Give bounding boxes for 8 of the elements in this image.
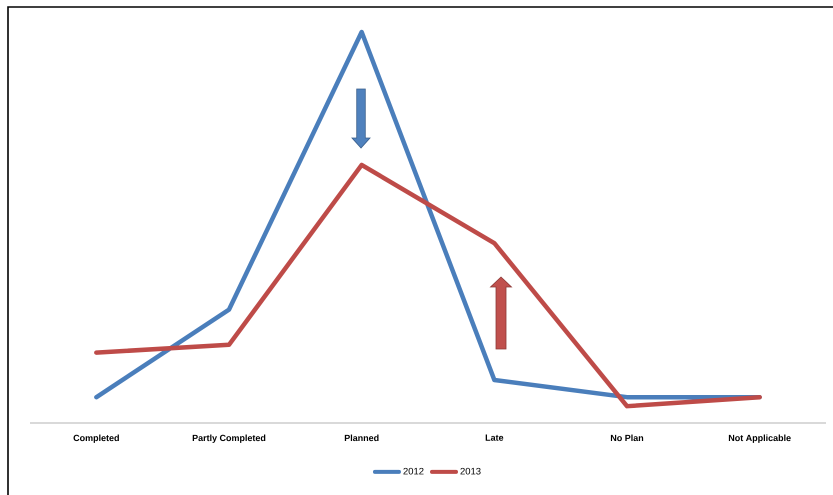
x-tick-label: Late <box>486 434 504 441</box>
x-tick-label: Planned <box>344 434 379 442</box>
x-tick-label: Completed <box>74 434 119 443</box>
x-tick-label: Not Applicable <box>728 434 791 443</box>
x-tick-label: No Plan <box>610 434 644 442</box>
legend-label: 2013 <box>460 468 481 475</box>
legend-label: 2012 <box>403 468 424 475</box>
x-tick-label: Partly Completed <box>192 434 266 443</box>
